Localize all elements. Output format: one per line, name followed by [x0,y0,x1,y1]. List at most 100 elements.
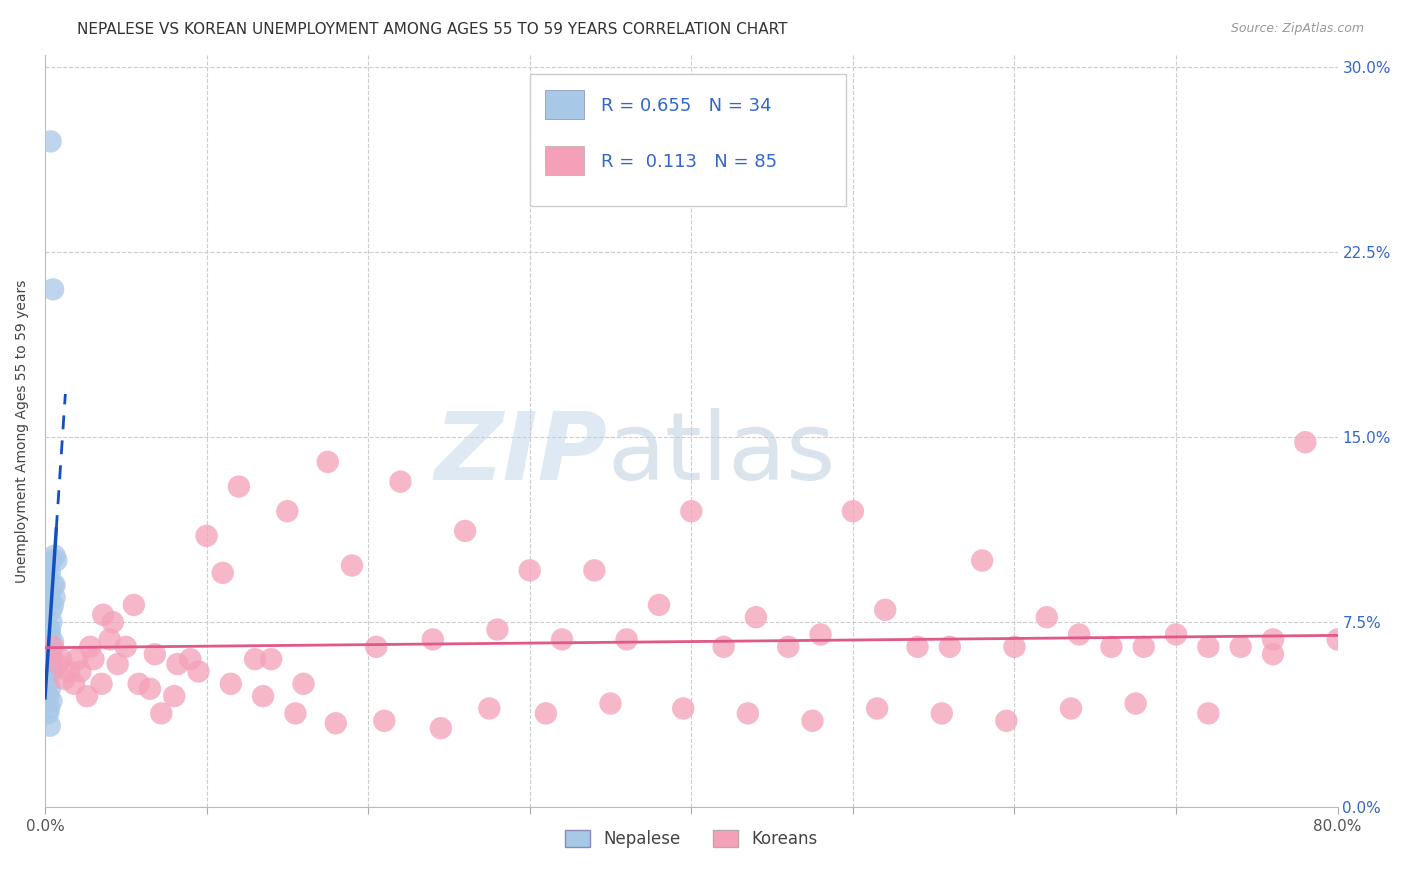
Point [53,672,76,686]
Point [519,563,541,577]
Bar [546,90,583,119]
Point [219,677,242,691]
Point [45,553,67,567]
Point [1261,632,1284,647]
Point [801,714,824,728]
Point [38,566,60,580]
Text: ZIP: ZIP [434,408,607,500]
Point [179,652,201,666]
Point [1060,701,1083,715]
Point [38,640,60,654]
Point [38,627,60,641]
Point [114,640,136,654]
Point [340,558,363,573]
Point [292,677,315,691]
Point [1069,627,1091,641]
Text: R = 0.655   N = 34: R = 0.655 N = 34 [600,96,772,114]
Point [276,504,298,518]
Point [163,689,186,703]
Point [42,635,65,649]
Point [41,603,63,617]
Text: R =  0.113   N = 85: R = 0.113 N = 85 [600,153,778,171]
Point [1036,610,1059,624]
Point [37,706,59,721]
Point [79,640,101,654]
Point [41,640,63,654]
Point [672,701,695,715]
Point [211,566,233,580]
Point [76,689,98,703]
Point [38,701,60,715]
Point [41,694,63,708]
Point [38,591,60,605]
Point [90,677,112,691]
Point [1132,640,1154,654]
Point [252,689,274,703]
Point [42,640,65,654]
Point [260,652,283,666]
FancyBboxPatch shape [530,74,846,205]
Point [41,615,63,629]
Point [778,640,800,654]
Point [139,681,162,696]
Point [91,607,114,622]
Point [316,455,339,469]
Text: atlas: atlas [607,408,835,500]
Point [187,665,209,679]
Point [1326,632,1348,647]
Point [430,721,453,735]
Point [122,598,145,612]
Point [1197,640,1219,654]
Point [1099,640,1122,654]
Point [583,563,606,577]
Point [44,549,66,563]
Point [1261,647,1284,661]
Point [486,623,509,637]
Point [551,632,574,647]
Point [1197,706,1219,721]
Point [128,677,150,691]
Point [389,475,412,489]
Point [228,479,250,493]
Point [166,657,188,671]
Point [66,652,89,666]
Point [713,640,735,654]
Point [243,652,266,666]
Point [681,504,703,518]
Point [37,677,59,691]
Point [366,640,388,654]
Point [37,571,59,585]
Point [39,135,62,149]
Point [38,665,60,679]
Point [534,706,557,721]
Point [41,553,63,567]
Point [69,665,91,679]
Point [842,504,865,518]
Point [143,647,166,661]
Point [41,652,63,666]
Point [41,665,63,679]
Point [98,632,121,647]
Point [478,701,501,715]
Point [931,706,953,721]
Point [1164,627,1187,641]
Point [875,603,897,617]
Point [150,706,173,721]
Point [284,706,307,721]
Point [49,652,72,666]
Point [939,640,962,654]
Point [616,632,638,647]
Point [38,652,60,666]
Point [42,282,65,296]
Point [737,706,759,721]
Text: Source: ZipAtlas.com: Source: ZipAtlas.com [1230,22,1364,36]
Point [972,553,994,567]
Point [1004,640,1026,654]
Point [42,598,65,612]
Point [38,681,60,696]
Point [1125,697,1147,711]
Bar [546,146,583,176]
Point [38,623,60,637]
Y-axis label: Unemployment Among Ages 55 to 59 years: Unemployment Among Ages 55 to 59 years [15,279,30,582]
Point [38,665,60,679]
